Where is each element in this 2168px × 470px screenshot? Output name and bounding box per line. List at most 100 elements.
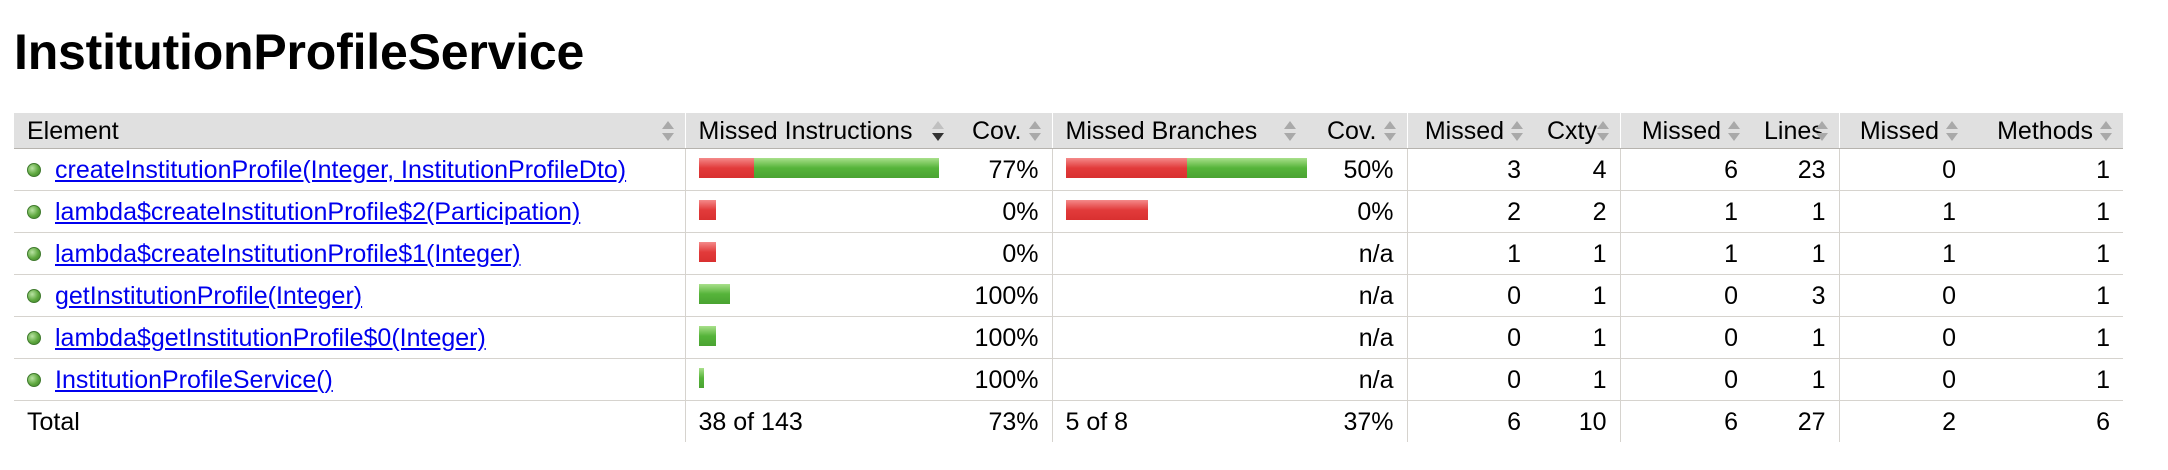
missed-complexity: 0: [1406, 274, 1534, 317]
header-complexity[interactable]: Cxty: [1534, 113, 1620, 149]
branches-missed-bar: [1065, 199, 1148, 220]
header-lines[interactable]: Lines: [1751, 113, 1839, 149]
totals-methods: 6: [1969, 400, 2123, 442]
lines: 1: [1751, 358, 1839, 401]
branches-coverage: n/a: [1307, 358, 1407, 401]
method-link[interactable]: lambda$createInstitutionProfile$1(Intege…: [55, 240, 521, 268]
missed-methods: 1: [1838, 190, 1969, 233]
instructions-missed-bar: [698, 241, 716, 262]
totals-branches-coverage: 37%: [1307, 400, 1407, 442]
method-link[interactable]: getInstitutionProfile(Integer): [55, 282, 363, 310]
branches-bar-cell: [1051, 358, 1307, 401]
table-row: lambda$createInstitutionProfile$2(Partic…: [14, 190, 2123, 233]
sort-icon: [1383, 120, 1397, 142]
method-icon: [27, 205, 41, 219]
header-missed-branches[interactable]: Missed Branches: [1051, 113, 1307, 149]
header-branches-coverage[interactable]: Cov.: [1307, 113, 1407, 149]
missed-methods: 1: [1838, 232, 1969, 275]
lines: 1: [1751, 190, 1839, 233]
instructions-coverage: 100%: [955, 316, 1052, 359]
instructions-covered-bar: [698, 283, 730, 304]
instructions-coverage: 100%: [955, 358, 1052, 401]
complexity: 4: [1534, 148, 1620, 191]
missed-lines: 6: [1619, 148, 1751, 191]
instructions-bar-cell: [684, 274, 955, 317]
table-header-row: Element Missed Instructions Cov. Missed …: [14, 113, 2123, 149]
method-entry: InstitutionProfileService(): [27, 366, 333, 394]
totals-missed-methods: 2: [1838, 400, 1969, 442]
instructions-coverage: 77%: [955, 148, 1052, 191]
lines: 1: [1751, 316, 1839, 359]
header-missed-lines[interactable]: Missed: [1619, 113, 1751, 149]
table-body: createInstitutionProfile(Integer, Instit…: [14, 148, 2123, 401]
instructions-covered-bar: [698, 325, 716, 346]
complexity: 2: [1534, 190, 1620, 233]
totals-missed-complexity: 6: [1406, 400, 1534, 442]
instructions-coverage-bar: [698, 367, 704, 388]
instructions-missed-bar: [698, 199, 716, 220]
complexity: 1: [1534, 358, 1620, 401]
header-missed-lines-label: Missed: [1641, 116, 1721, 145]
branches-bar-cell: [1051, 232, 1307, 275]
table-row: lambda$createInstitutionProfile$1(Intege…: [14, 232, 2123, 275]
table-row: InstitutionProfileService() 100% n/a 0 1 0 1 0 1: [14, 358, 2123, 401]
method-entry: getInstitutionProfile(Integer): [27, 282, 362, 310]
table-row: getInstitutionProfile(Integer) 100% n/a 0 1 0…: [14, 274, 2123, 317]
sort-icon: [661, 120, 675, 142]
element-cell: InstitutionProfileService(): [14, 358, 685, 401]
sort-icon: [1510, 120, 1524, 142]
branches-bar-cell: [1051, 148, 1307, 191]
method-entry: lambda$createInstitutionProfile$1(Intege…: [27, 240, 521, 268]
method-entry: lambda$createInstitutionProfile$2(Partic…: [27, 198, 580, 226]
branches-coverage: 50%: [1307, 148, 1407, 191]
missed-lines: 0: [1619, 358, 1751, 401]
methods: 1: [1969, 274, 2123, 317]
method-link[interactable]: createInstitutionProfile(Integer, Instit…: [55, 156, 627, 184]
instructions-missed-bar: [698, 157, 754, 178]
header-missed-branches-label: Missed Branches: [1065, 116, 1258, 145]
sort-icon: [1283, 120, 1297, 142]
method-link[interactable]: InstitutionProfileService(): [55, 366, 333, 394]
branches-coverage: n/a: [1307, 274, 1407, 317]
element-cell: lambda$createInstitutionProfile$1(Intege…: [14, 232, 685, 275]
branches-bar-cell: [1051, 316, 1307, 359]
complexity: 1: [1534, 232, 1620, 275]
element-cell: lambda$createInstitutionProfile$2(Partic…: [14, 190, 685, 233]
header-missed-instructions[interactable]: Missed Instructions: [684, 113, 955, 149]
totals-instructions-coverage: 73%: [955, 400, 1052, 442]
header-missed-methods[interactable]: Missed: [1838, 113, 1969, 149]
missed-lines: 1: [1619, 232, 1751, 275]
instructions-coverage: 0%: [955, 190, 1052, 233]
header-instructions-coverage[interactable]: Cov.: [955, 113, 1052, 149]
missed-methods: 0: [1838, 274, 1969, 317]
method-icon: [27, 163, 41, 177]
instructions-coverage: 100%: [955, 274, 1052, 317]
sort-icon: [2099, 120, 2113, 142]
methods: 1: [1969, 148, 2123, 191]
method-link[interactable]: lambda$getInstitutionProfile$0(Integer): [55, 324, 486, 352]
element-cell: lambda$getInstitutionProfile$0(Integer): [14, 316, 685, 359]
sort-icon: [1727, 120, 1741, 142]
header-methods-label: Methods: [1997, 116, 2093, 145]
instructions-bar-cell: [684, 316, 955, 359]
sort-icon: [1815, 120, 1829, 142]
methods: 1: [1969, 190, 2123, 233]
method-link[interactable]: lambda$createInstitutionProfile$2(Partic…: [55, 198, 581, 226]
missed-complexity: 0: [1406, 358, 1534, 401]
header-missed-methods-label: Missed: [1859, 116, 1939, 145]
missed-complexity: 0: [1406, 316, 1534, 359]
header-element[interactable]: Element: [14, 113, 685, 149]
header-lines-label: Lines: [1764, 116, 1824, 145]
instructions-coverage: 0%: [955, 232, 1052, 275]
method-icon: [27, 331, 41, 345]
header-missed-complexity[interactable]: Missed: [1406, 113, 1534, 149]
instructions-bar-cell: [684, 190, 955, 233]
header-methods[interactable]: Methods: [1969, 113, 2123, 149]
complexity: 1: [1534, 316, 1620, 359]
branches-bar-cell: [1051, 190, 1307, 233]
element-cell: createInstitutionProfile(Integer, Instit…: [14, 148, 685, 191]
missed-methods: 0: [1838, 316, 1969, 359]
missed-complexity: 2: [1406, 190, 1534, 233]
missed-lines: 0: [1619, 316, 1751, 359]
instructions-bar-cell: [684, 148, 955, 191]
